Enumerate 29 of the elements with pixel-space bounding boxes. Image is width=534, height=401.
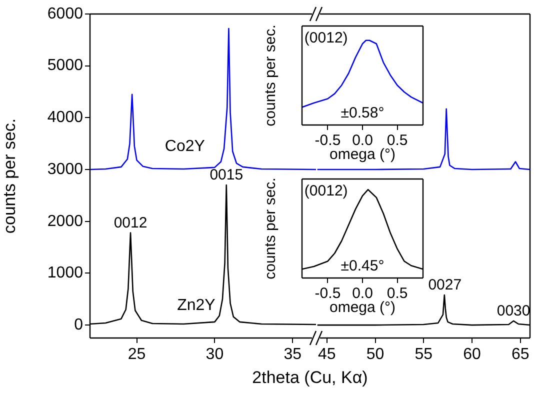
x-tick-label: 45 bbox=[318, 346, 336, 364]
y-axis-title: counts per sec. bbox=[0, 118, 19, 234]
annotation: ±0.45° bbox=[340, 258, 384, 275]
y-tick-label: 6000 bbox=[47, 5, 84, 22]
x-tick-label: 65 bbox=[511, 346, 530, 364]
annotation: (0012) bbox=[304, 30, 348, 47]
y-tick-label: 3000 bbox=[47, 160, 84, 178]
annotation: 0015 bbox=[210, 166, 244, 184]
x-axis-title: 2theta (Cu, Kα) bbox=[251, 368, 369, 388]
x-tick-label: 30 bbox=[206, 346, 224, 364]
x-tick-label: 25 bbox=[128, 346, 146, 364]
annotation: Co2Y bbox=[164, 138, 206, 156]
annotation: 0027 bbox=[428, 276, 462, 294]
x-tick-label: 55 bbox=[414, 346, 433, 364]
y-tick-label: 5000 bbox=[47, 57, 84, 74]
x-tick-label: 35 bbox=[284, 346, 302, 364]
annotation: 0030 bbox=[496, 302, 530, 320]
y-tick-label: 1000 bbox=[47, 264, 84, 282]
y-tick-label: 0 bbox=[74, 316, 84, 334]
y-axis-title: counts per sec. bbox=[262, 178, 280, 280]
x-tick-label: 50 bbox=[366, 346, 384, 364]
annotation: 0012 bbox=[114, 214, 148, 232]
x-tick-label: 60 bbox=[463, 346, 481, 364]
annotation: ±0.58° bbox=[340, 104, 384, 122]
y-tick-label: 4000 bbox=[47, 109, 84, 126]
annotation: (0012) bbox=[304, 182, 348, 200]
y-tick-label: 2000 bbox=[47, 212, 84, 230]
y-axis-title: counts per sec. bbox=[262, 24, 280, 126]
annotation: Zn2Y bbox=[177, 297, 216, 314]
